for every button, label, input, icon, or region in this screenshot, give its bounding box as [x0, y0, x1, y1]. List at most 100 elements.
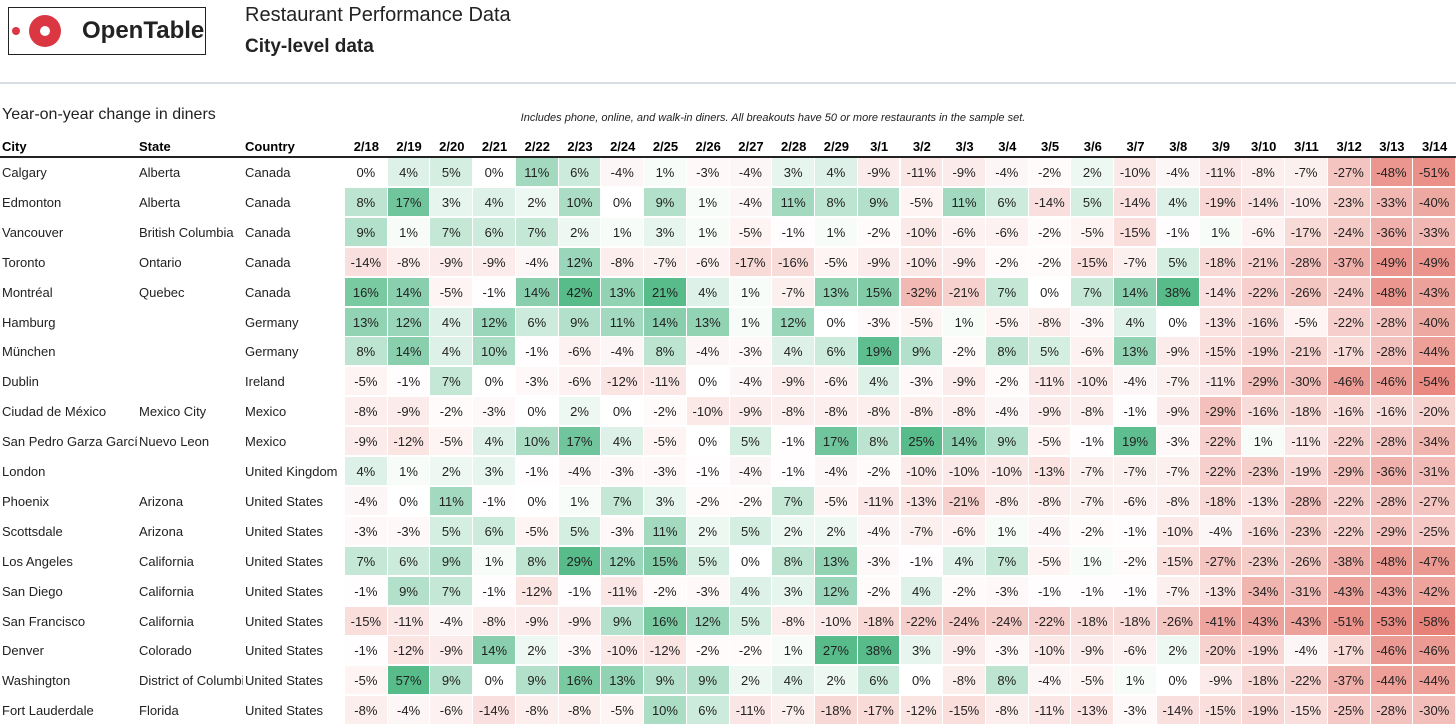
- value-cell: 3%: [772, 158, 816, 187]
- value-cell: -11%: [857, 486, 901, 516]
- value-cell: 25%: [900, 427, 944, 457]
- value-cell: 17%: [558, 427, 602, 457]
- city: Dublin: [2, 374, 39, 390]
- value-cell: -14%: [1114, 187, 1157, 217]
- value-cell: 9%: [430, 546, 474, 576]
- state: Alberta: [139, 194, 181, 210]
- value-cell: -4%: [387, 696, 431, 726]
- state: District of Columbia: [139, 673, 243, 689]
- value-cell: -10%: [686, 397, 730, 427]
- value-cell: -29%: [1199, 397, 1243, 427]
- value-cell: -28%: [1370, 427, 1414, 457]
- value-cell: 7%: [515, 217, 559, 247]
- value-cell: -2%: [729, 486, 773, 516]
- value-cell: -8%: [943, 666, 986, 696]
- country: Germany: [245, 314, 299, 330]
- value-cell: -19%: [1199, 187, 1243, 217]
- value-cell: 9%: [644, 187, 687, 217]
- value-cell: -3%: [686, 158, 730, 187]
- value-cell: -10%: [601, 636, 645, 666]
- value-cell: -11%: [601, 576, 645, 606]
- value-cell: -4%: [558, 457, 602, 486]
- value-cell: -8%: [515, 696, 559, 726]
- value-cell: 4%: [473, 187, 516, 217]
- value-cell: -22%: [1199, 457, 1243, 486]
- column-header: 3/7: [1126, 139, 1145, 154]
- value-cell: -6%: [985, 217, 1029, 247]
- country: United States: [245, 703, 324, 719]
- city: Phoenix: [2, 493, 49, 509]
- value-cell: -22%: [1028, 606, 1072, 636]
- value-cell: -12%: [900, 696, 944, 726]
- value-cell: -42%: [1413, 576, 1456, 606]
- value-cell: 9%: [430, 666, 474, 696]
- value-cell: 38%: [857, 636, 901, 666]
- value-cell: -1%: [772, 427, 816, 457]
- value-cell: -4%: [729, 187, 773, 217]
- city: San Francisco: [2, 613, 86, 629]
- value-cell: -5%: [1071, 217, 1115, 247]
- value-cell: 16%: [644, 606, 687, 636]
- value-cell: -19%: [1285, 457, 1328, 486]
- value-cell: -24%: [985, 606, 1029, 636]
- column-header: 3/1: [870, 139, 889, 154]
- value-cell: 2%: [772, 516, 816, 546]
- value-cell: 7%: [772, 486, 816, 516]
- value-cell: -11%: [1285, 427, 1328, 457]
- value-cell: 4%: [857, 367, 901, 397]
- column-header: 2/23: [567, 139, 593, 154]
- value-cell: -2%: [644, 576, 687, 606]
- value-cell: 11%: [943, 187, 986, 217]
- value-cell: -8%: [558, 696, 602, 726]
- value-cell: 21%: [644, 277, 687, 307]
- value-cell: -5%: [1071, 666, 1115, 696]
- value-cell: -16%: [1327, 397, 1371, 427]
- value-cell: -6%: [430, 696, 474, 726]
- value-cell: 1%: [729, 277, 773, 307]
- value-cell: -5%: [815, 486, 858, 516]
- value-cell: -4%: [601, 158, 645, 187]
- value-cell: -4%: [345, 486, 388, 516]
- value-cell: 19%: [857, 337, 901, 367]
- value-cell: -3%: [1071, 307, 1115, 337]
- value-cell: -28%: [1370, 337, 1414, 367]
- city: San Diego: [2, 583, 63, 599]
- value-cell: 1%: [729, 307, 773, 337]
- value-cell: -2%: [1028, 217, 1072, 247]
- value-cell: -7%: [1285, 158, 1328, 187]
- value-cell: -3%: [558, 636, 602, 666]
- value-cell: -16%: [1242, 307, 1286, 337]
- value-cell: -4%: [815, 457, 858, 486]
- value-cell: -7%: [1156, 367, 1200, 397]
- state: Ontario: [139, 254, 182, 270]
- city: London: [2, 464, 46, 479]
- header-rule: [0, 156, 1456, 158]
- value-cell: -2%: [943, 576, 986, 606]
- value-cell: 12%: [601, 546, 645, 576]
- value-cell: -8%: [985, 696, 1029, 726]
- column-header: 3/4: [998, 139, 1017, 154]
- value-cell: -15%: [1156, 546, 1200, 576]
- value-cell: 14%: [1114, 277, 1157, 307]
- value-cell: 12%: [473, 307, 516, 337]
- value-cell: 4%: [772, 666, 816, 696]
- value-cell: -3%: [1156, 427, 1200, 457]
- value-cell: 1%: [985, 516, 1029, 546]
- value-cell: 12%: [686, 606, 730, 636]
- caption: Year-on-year change in diners: [2, 106, 216, 123]
- value-cell: -51%: [1413, 158, 1456, 187]
- value-cell: 5%: [558, 516, 602, 546]
- value-cell: 5%: [729, 516, 773, 546]
- value-cell: -5%: [1028, 427, 1072, 457]
- value-cell: -8%: [772, 606, 816, 636]
- column-header: 2/20: [439, 139, 465, 154]
- column-header: 3/8: [1169, 139, 1188, 154]
- value-cell: -21%: [1242, 247, 1286, 277]
- value-cell: -28%: [1285, 247, 1328, 277]
- value-cell: -14%: [1242, 187, 1286, 217]
- value-cell: -8%: [900, 397, 944, 427]
- value-cell: 42%: [558, 277, 602, 307]
- logo-icon: [12, 15, 61, 47]
- value-cell: -8%: [1242, 158, 1286, 187]
- value-cell: -8%: [1156, 486, 1200, 516]
